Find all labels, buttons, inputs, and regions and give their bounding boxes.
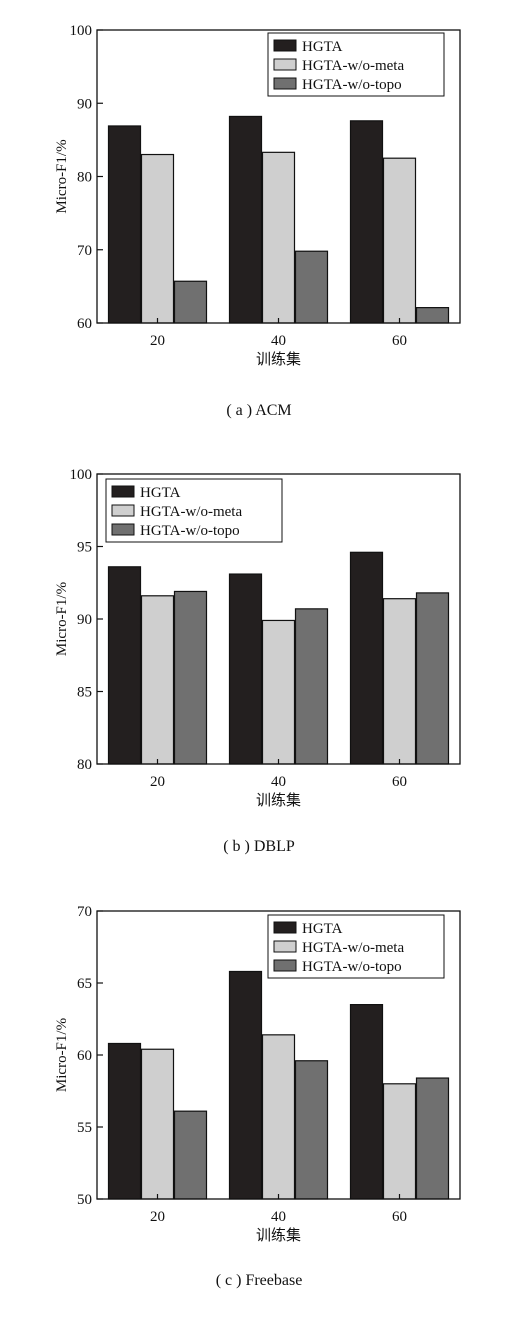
legend-swatch: [273, 959, 297, 972]
x-tick-label: 60: [392, 333, 407, 349]
y-axis-label: Micro-F1/%: [54, 139, 70, 213]
bar: [415, 307, 450, 324]
legend-box: [267, 914, 445, 979]
legend-swatch: [111, 504, 135, 517]
plot-frame: [96, 473, 461, 765]
bar: [173, 590, 208, 765]
x-axis-label: 训练集: [256, 351, 301, 368]
legend: HGTA HGTA-w/o-meta HGTA-w/o-topo: [105, 478, 283, 543]
x-axis-label: 训练集: [256, 792, 301, 809]
bar: [294, 250, 329, 324]
legend-box: [105, 478, 283, 543]
bar: [140, 153, 175, 324]
chart-caption: ( a ) ACM: [226, 402, 292, 419]
y-tick-label: 95: [77, 540, 92, 556]
bar-chart-acm: 60 70 80 90 100 Micro-F1/% 20 40 60 训练集 HGTA HGTA-w…: [54, 23, 461, 368]
bar: [140, 595, 175, 765]
y-tick-label: 70: [77, 904, 92, 920]
legend-label: HGTA-w/o-meta: [302, 58, 404, 74]
y-axis-label: Micro-F1/%: [54, 582, 70, 656]
chart-panel-freebase: 50 55 60 65 70 Micro-F1/% 20 40 60 训练集 HGTA HGTA-w/…: [0, 880, 518, 1320]
legend-label: HGTA-w/o-topo: [302, 77, 402, 93]
y-tick-label: 80: [77, 757, 92, 773]
chart-panel-acm: 60 70 80 90 100 Micro-F1/% 20 40 60 训练集 HGTA HGTA-w…: [0, 0, 518, 440]
legend: HGTA HGTA-w/o-meta HGTA-w/o-topo: [267, 32, 445, 97]
legend-label: HGTA-w/o-meta: [140, 504, 242, 520]
bar: [173, 1110, 208, 1200]
legend-label: HGTA-w/o-topo: [302, 959, 402, 975]
x-tick-label: 40: [271, 774, 286, 790]
x-tick-label: 20: [150, 1209, 165, 1225]
bar: [228, 115, 263, 324]
x-tick-label: 60: [392, 1209, 407, 1225]
legend-swatch: [111, 485, 135, 498]
y-tick-label: 85: [77, 685, 92, 701]
y-tick-label: 50: [77, 1192, 92, 1208]
bar-chart-freebase: 50 55 60 65 70 Micro-F1/% 20 40 60 训练集 HGTA HGTA-w/…: [54, 904, 461, 1244]
x-axis-label: 训练集: [256, 1227, 301, 1244]
legend-swatch: [273, 77, 297, 90]
plot-frame: [96, 910, 461, 1200]
bar: [349, 551, 384, 765]
legend-swatch: [273, 39, 297, 52]
bar: [415, 1077, 450, 1200]
bar: [173, 280, 208, 324]
y-tick-label: 90: [77, 96, 92, 112]
y-tick-label: 90: [77, 612, 92, 628]
chart-caption: ( b ) DBLP: [223, 838, 295, 855]
legend: HGTA HGTA-w/o-meta HGTA-w/o-topo: [267, 914, 445, 979]
bar: [382, 157, 417, 324]
legend-label: HGTA: [140, 485, 181, 501]
bar: [349, 120, 384, 324]
y-tick-label: 100: [70, 23, 93, 39]
y-tick-label: 100: [70, 467, 93, 483]
bar: [349, 1003, 384, 1200]
y-tick-label: 60: [77, 1048, 92, 1064]
bar: [107, 566, 142, 765]
legend-swatch: [273, 58, 297, 71]
legend-swatch: [111, 523, 135, 536]
y-axis-label: Micro-F1/%: [54, 1018, 70, 1092]
bar: [228, 573, 263, 765]
legend-box: [267, 32, 445, 97]
bar: [140, 1048, 175, 1200]
chart-panel-dblp: 80 85 90 95 100 Micro-F1/% 20 40 60 训练集 HGTA HGTA-w…: [0, 440, 518, 880]
legend-swatch: [273, 921, 297, 934]
bar: [382, 1083, 417, 1200]
legend-label: HGTA-w/o-topo: [140, 523, 240, 539]
bar: [294, 1060, 329, 1200]
x-tick-label: 60: [392, 774, 407, 790]
y-tick-label: 70: [77, 243, 92, 259]
bar: [415, 592, 450, 765]
bar: [107, 1042, 142, 1200]
y-tick-label: 55: [77, 1120, 92, 1136]
x-tick-label: 20: [150, 774, 165, 790]
bar: [261, 1034, 296, 1200]
x-tick-label: 40: [271, 333, 286, 349]
bar: [294, 608, 329, 765]
y-tick-label: 60: [77, 316, 92, 332]
bar: [228, 970, 263, 1200]
plot-frame: [96, 29, 461, 324]
bar: [261, 619, 296, 765]
bar: [261, 151, 296, 324]
legend-label: HGTA-w/o-meta: [302, 940, 404, 956]
chart-caption: ( c ) Freebase: [215, 1272, 303, 1289]
x-tick-label: 40: [271, 1209, 286, 1225]
legend-label: HGTA: [302, 39, 343, 55]
bar: [382, 598, 417, 765]
y-tick-label: 65: [77, 976, 92, 992]
x-tick-label: 20: [150, 333, 165, 349]
legend-swatch: [273, 940, 297, 953]
y-tick-label: 80: [77, 170, 92, 186]
bar-chart-dblp: 80 85 90 95 100 Micro-F1/% 20 40 60 训练集 HGTA HGTA-w…: [54, 467, 461, 809]
bar: [107, 125, 142, 324]
legend-label: HGTA: [302, 921, 343, 937]
